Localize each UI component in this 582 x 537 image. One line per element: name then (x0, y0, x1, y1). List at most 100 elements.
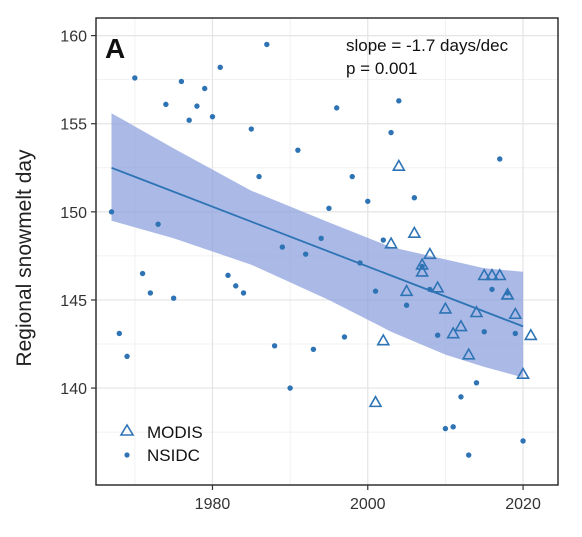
nsidc-point (372, 288, 379, 294)
modis-point (516, 366, 530, 379)
modis-point (477, 268, 492, 281)
modis-point (430, 280, 445, 293)
modis-point (469, 305, 484, 318)
modis-point (454, 319, 468, 332)
trend-layer (111, 166, 524, 328)
nsidc-point (497, 156, 503, 162)
trend-line (111, 166, 524, 328)
nsidc-point (295, 147, 301, 153)
nsidc-point (139, 270, 146, 277)
nsidc-point (458, 394, 464, 400)
y-axis-label: Regional snowmelt day (13, 149, 36, 367)
nsidc-point (365, 198, 371, 204)
nsidc-point (116, 330, 122, 337)
panel-label: A (105, 33, 125, 64)
nsidc-point (481, 328, 487, 335)
legend: MODIS NSIDC (119, 423, 203, 465)
nsidc-point (108, 209, 115, 215)
nsidc-point (388, 129, 394, 136)
nsidc-point (194, 103, 200, 109)
nsidc-point (520, 438, 526, 444)
nsidc-point (450, 424, 456, 430)
nsidc-point (155, 221, 161, 227)
nsidc-point (310, 346, 317, 353)
y-tick-label: 150 (60, 205, 87, 222)
modis-point (407, 225, 422, 238)
points-layer (108, 41, 538, 458)
plot-frame (95, 17, 559, 486)
nsidc-point (512, 330, 518, 337)
p-value-annotation: p = 0.001 (346, 59, 417, 78)
nsidc-point (264, 41, 270, 48)
nsidc-point (489, 286, 495, 293)
nsidc-point (147, 290, 154, 296)
nsidc-point (427, 286, 433, 293)
modis-point (485, 268, 499, 281)
legend-triangle-marker (119, 423, 135, 436)
modis-point (384, 236, 398, 249)
modis-point (446, 326, 461, 339)
nsidc-point (248, 126, 254, 132)
nsidc-point (163, 101, 169, 108)
y-tick-label: 155 (60, 117, 87, 134)
nsidc-point (124, 353, 130, 360)
nsidc-point (357, 260, 363, 266)
legend-dot-marker (124, 452, 130, 458)
modis-point (523, 328, 538, 341)
nsidc-point (434, 332, 441, 338)
modis-point (423, 247, 437, 260)
nsidc-point (473, 380, 480, 386)
modis-point (415, 264, 429, 277)
axes (95, 17, 559, 486)
nsidc-point (170, 295, 177, 301)
nsidc-point (341, 334, 348, 340)
nsidc-point (396, 98, 402, 104)
nsidc-point (202, 85, 208, 92)
nsidc-point (209, 113, 216, 120)
nsidc-point (411, 195, 418, 201)
modis-point (376, 333, 391, 346)
nsidc-point (225, 272, 231, 278)
nsidc-point (132, 75, 138, 81)
nsidc-point (186, 117, 192, 123)
modis-point (508, 306, 523, 320)
nsidc-point (256, 173, 262, 180)
nsidc-point (334, 105, 340, 111)
modis-point (415, 257, 429, 270)
nsidc-point (349, 173, 355, 180)
y-tick-label: 140 (60, 381, 87, 398)
y-tick-label: 145 (60, 293, 87, 310)
x-tick-label: 1980 (195, 496, 231, 513)
nsidc-point (240, 290, 247, 296)
nsidc-point (318, 235, 324, 241)
nsidc-point (326, 205, 332, 212)
modis-point (391, 158, 406, 172)
nsidc-point (403, 302, 410, 308)
nsidc-point (178, 78, 185, 85)
nsidc-point (217, 64, 223, 71)
x-tick-label: 2020 (505, 496, 541, 513)
nsidc-point (442, 425, 449, 432)
nsidc-point (271, 343, 278, 349)
nsidc-point (380, 237, 386, 243)
modis-point (461, 347, 476, 360)
modis-point (399, 284, 414, 297)
modis-point (492, 268, 507, 281)
tick-labels: 1980 2000 2020 140 145 150 155 160 (60, 29, 541, 513)
confidence-band (111, 113, 524, 378)
y-tick-label: 160 (60, 29, 87, 46)
legend-label-nsidc: NSIDC (147, 446, 200, 465)
modis-point (438, 301, 453, 314)
nsidc-point (233, 283, 239, 289)
nsidc-point (466, 452, 472, 458)
slope-annotation: slope = -1.7 days/dec (346, 36, 509, 55)
modis-point (368, 395, 383, 408)
nsidc-point (279, 244, 286, 250)
modis-point (500, 287, 515, 300)
x-tick-label: 2000 (350, 496, 386, 513)
nsidc-point (302, 251, 309, 257)
legend-label-modis: MODIS (147, 423, 203, 442)
nsidc-point (287, 385, 293, 391)
